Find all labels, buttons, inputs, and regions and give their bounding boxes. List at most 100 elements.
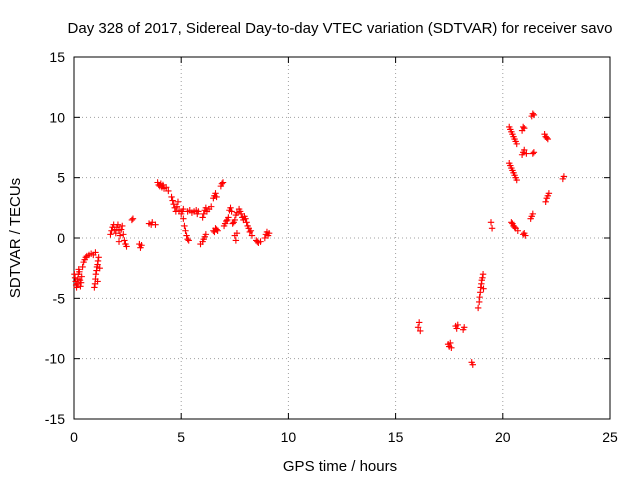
data-point — [529, 210, 537, 218]
data-point — [530, 111, 538, 119]
data-point — [128, 216, 136, 224]
data-point — [469, 361, 476, 368]
x-tick-label: 15 — [388, 429, 404, 445]
data-point — [247, 227, 255, 234]
y-tick-label: -15 — [45, 411, 65, 427]
y-tick-label: 10 — [49, 109, 65, 125]
data-point — [208, 203, 215, 210]
data-point — [225, 214, 232, 221]
data-point — [261, 234, 269, 242]
data-point — [529, 150, 537, 157]
data-point — [229, 220, 236, 227]
plot-frame — [73, 56, 611, 420]
data-point — [248, 232, 256, 239]
data-point — [116, 232, 124, 239]
data-point — [265, 229, 273, 237]
data-point — [123, 243, 130, 250]
data-point — [77, 283, 84, 290]
data-point — [213, 193, 220, 201]
data-point — [180, 215, 187, 222]
data-point — [94, 278, 101, 285]
data-point — [542, 198, 549, 205]
data-point — [257, 238, 264, 245]
x-tick-label: 10 — [281, 429, 297, 445]
data-point — [170, 201, 177, 208]
data-point — [180, 205, 187, 213]
data-point — [138, 242, 145, 249]
data-point — [477, 284, 484, 291]
x-axis-label: GPS time / hours — [283, 458, 397, 475]
data-point — [181, 222, 188, 230]
data-point — [227, 204, 234, 212]
data-point — [183, 232, 190, 239]
data-point — [447, 339, 454, 347]
data-point — [479, 271, 487, 278]
data-point — [474, 304, 482, 312]
data-point — [246, 228, 254, 236]
data-point — [228, 208, 235, 215]
data-point — [415, 319, 423, 326]
data-point — [115, 238, 123, 245]
data-point — [108, 227, 115, 234]
data-point — [212, 190, 219, 197]
data-point — [487, 219, 495, 226]
data-point — [214, 227, 221, 234]
data-point — [522, 232, 529, 239]
data-point — [173, 203, 181, 210]
data-point — [82, 254, 89, 261]
data-point — [461, 324, 468, 331]
data-point — [223, 217, 230, 225]
data-point — [114, 221, 122, 228]
data-point — [78, 273, 85, 280]
data-points — [71, 110, 568, 368]
data-point — [530, 149, 538, 156]
data-point — [168, 193, 175, 201]
data-point — [213, 226, 220, 233]
data-point — [119, 222, 126, 230]
data-point — [185, 237, 192, 244]
tick-layer: 0 5 10 15 20 25 -15 -10 -5 0 5 10 15 — [45, 49, 618, 445]
data-point — [513, 140, 520, 148]
data-point — [117, 226, 125, 233]
data-point — [195, 208, 202, 215]
x-tick-label: 0 — [70, 429, 78, 445]
data-point — [521, 146, 528, 154]
y-tick-label: 0 — [57, 230, 65, 246]
data-point — [454, 321, 461, 329]
data-point — [165, 187, 172, 195]
y-tick-label: -5 — [53, 290, 66, 306]
data-point — [182, 227, 189, 234]
data-point — [202, 231, 210, 238]
data-point — [162, 184, 170, 191]
data-point — [238, 210, 245, 218]
data-point — [112, 229, 120, 237]
data-point — [232, 237, 240, 244]
data-point — [174, 198, 182, 205]
data-point — [175, 207, 183, 214]
data-point — [231, 216, 238, 224]
data-point — [511, 223, 518, 231]
data-point — [480, 285, 487, 292]
data-point — [129, 215, 137, 222]
data-point — [508, 219, 515, 226]
data-point — [417, 327, 424, 335]
data-point — [199, 214, 206, 221]
data-point — [121, 237, 128, 244]
data-point — [476, 293, 483, 301]
chart-title: Day 328 of 2017, Sidereal Day-to-day VTE… — [68, 20, 613, 37]
x-tick-label: 25 — [602, 429, 618, 445]
data-point — [544, 135, 552, 143]
data-point — [242, 215, 249, 222]
data-point — [521, 124, 528, 132]
data-point — [453, 325, 460, 332]
data-point — [79, 263, 86, 271]
data-point — [71, 274, 79, 282]
data-point — [448, 344, 455, 352]
data-point — [414, 324, 422, 331]
data-point — [243, 219, 250, 226]
data-point — [95, 254, 102, 261]
data-point — [94, 257, 102, 265]
data-point — [91, 284, 98, 291]
data-point — [92, 271, 100, 278]
